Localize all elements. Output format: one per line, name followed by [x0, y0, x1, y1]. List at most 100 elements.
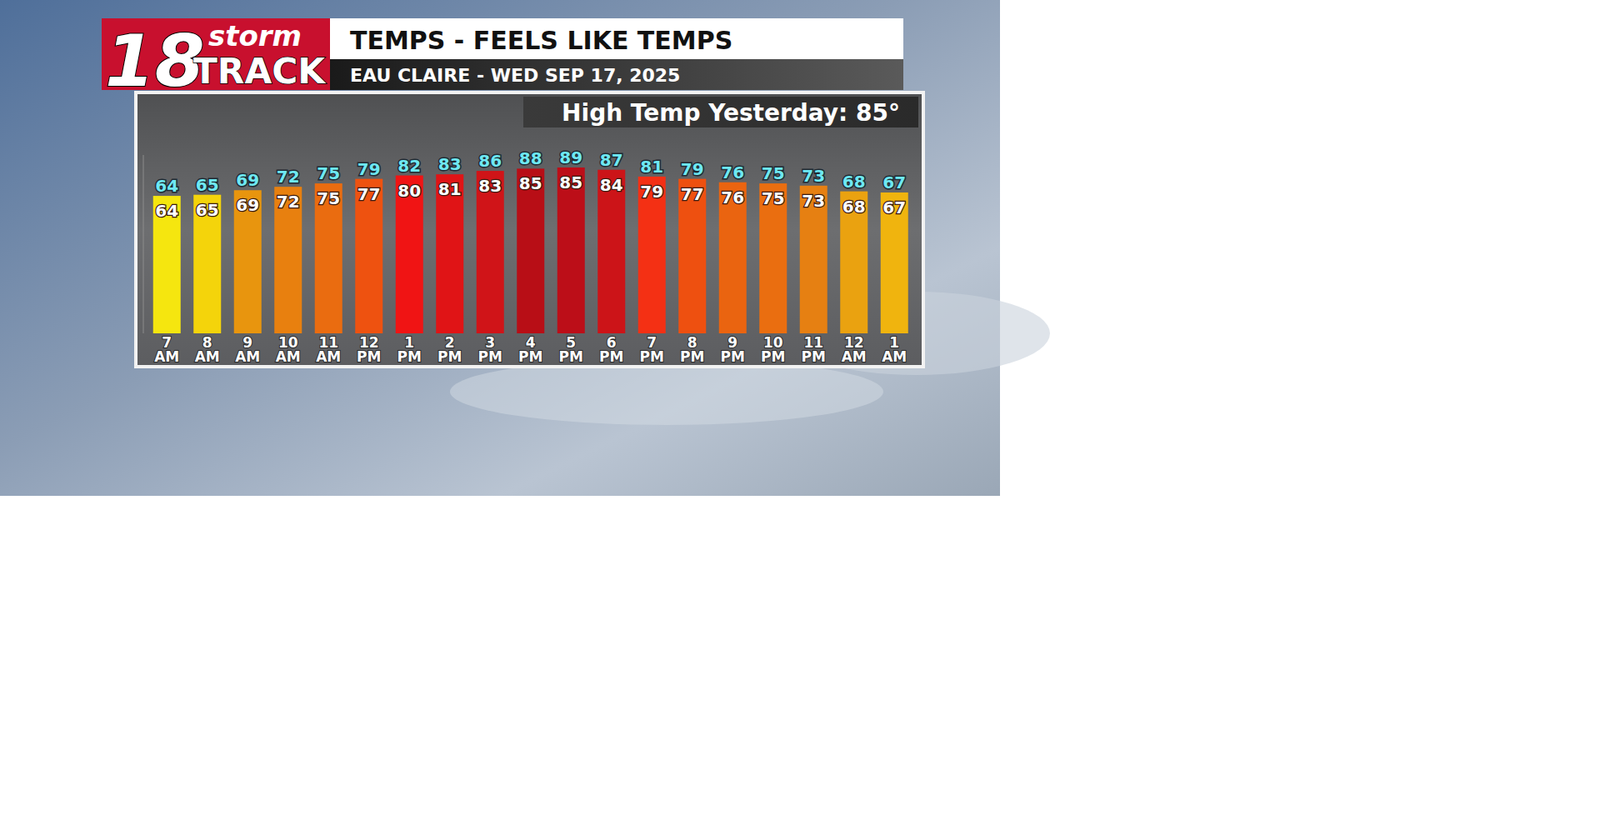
x-tick-line: PM — [518, 348, 543, 365]
x-tick-line: PM — [720, 348, 745, 365]
x-tick-label: 7PM — [640, 334, 665, 365]
logo-number: 18 — [105, 19, 205, 103]
x-tick-label: 7AM — [154, 334, 180, 365]
x-tick-label: 1AM — [881, 334, 907, 365]
x-tick-label: 1PM — [397, 334, 422, 365]
temp-label: 77 — [680, 184, 705, 205]
bar — [880, 192, 909, 334]
temp-label: 68 — [842, 196, 866, 217]
x-tick-label: 12PM — [356, 334, 381, 365]
feels-like-label: 82 — [397, 155, 421, 176]
x-tick-line: PM — [680, 348, 705, 365]
feels-like-label: 83 — [438, 154, 462, 175]
bar — [355, 179, 383, 334]
temp-label: 77 — [357, 184, 381, 205]
subtitle: EAU CLAIRE - WED SEP 17, 2025 — [350, 65, 680, 86]
temp-label: 69 — [235, 195, 260, 215]
bar — [435, 174, 464, 334]
temp-label: 67 — [882, 197, 906, 218]
bar — [638, 176, 666, 334]
temp-label: 81 — [438, 179, 462, 200]
temp-label: 64 — [155, 200, 179, 221]
x-tick-line: PM — [760, 348, 785, 365]
annotation-box — [523, 96, 919, 128]
x-tick-label: 11PM — [801, 334, 826, 365]
x-tick-line: AM — [195, 348, 220, 365]
x-tick-label: 10AM — [275, 334, 301, 365]
feels-like-label: 64 — [155, 175, 179, 196]
bar — [274, 186, 302, 334]
x-tick-line: AM — [275, 348, 301, 365]
temp-label: 73 — [801, 190, 825, 211]
bar — [516, 168, 545, 334]
subtitle-bar — [330, 59, 904, 90]
bars — [153, 167, 909, 334]
temp-label: 85 — [559, 172, 583, 193]
feels-like-label: 86 — [478, 150, 502, 171]
x-tick-label: 10PM — [760, 334, 785, 365]
x-tick-line: PM — [801, 348, 826, 365]
feels-like-label: 73 — [801, 165, 825, 186]
panel — [135, 92, 924, 367]
feels-like-label: 65 — [195, 175, 220, 195]
feels-like-label: 79 — [357, 159, 381, 180]
x-tick-line: AM — [154, 348, 180, 365]
temp-label: 76 — [720, 187, 745, 208]
background — [0, 0, 1000, 496]
temp-label: 83 — [478, 175, 502, 196]
temp-label: 79 — [640, 181, 664, 202]
feels-like-label: 75 — [316, 163, 340, 184]
logo-top: storm — [208, 19, 302, 53]
feels-like-label: 88 — [519, 148, 543, 169]
x-tick-line: PM — [559, 348, 584, 365]
x-tick-line: AM — [881, 348, 907, 365]
x-tick-label: 11AM — [315, 334, 341, 365]
x-tick-label: 6PM — [599, 334, 624, 365]
annotation: High Temp Yesterday: 85° — [561, 99, 900, 127]
y-axis-line — [143, 155, 145, 334]
temp-label: 75 — [316, 188, 340, 209]
x-tick-label: 8PM — [680, 334, 705, 365]
feels-like-label: 89 — [559, 147, 583, 168]
feels-like-label: 79 — [680, 159, 705, 180]
feels-like-label: 67 — [882, 172, 906, 193]
bar — [759, 183, 787, 334]
bar — [315, 183, 343, 334]
x-tick-label: 9AM — [235, 334, 260, 365]
bar — [153, 195, 181, 334]
x-tick-line: AM — [315, 348, 341, 365]
feels-like-label: 81 — [640, 156, 664, 177]
temp-label: 85 — [519, 173, 543, 194]
bar — [395, 175, 424, 334]
feels-like-label: 68 — [842, 171, 866, 192]
labels: 64 65 69 72 75 79 82 83 86 88 89 87 81 79 76 75 73 68 67 64… — [154, 147, 907, 365]
bar — [597, 170, 625, 334]
bar — [719, 182, 747, 334]
temp-label: 72 — [276, 191, 300, 212]
feels-like-label: 69 — [235, 170, 260, 190]
x-tick-label: 9PM — [720, 334, 745, 365]
feels-like-label: 76 — [720, 162, 745, 183]
chart: 18stormTRACKTEMPS - FEELS LIKE TEMPSEAU … — [0, 0, 1600, 840]
feels-like-label: 75 — [761, 163, 785, 184]
bar — [557, 167, 585, 334]
x-tick-line: PM — [640, 348, 665, 365]
logo-bottom: TRACK — [193, 50, 326, 92]
feels-like-label: 72 — [276, 166, 300, 187]
temp-label: 84 — [600, 175, 624, 195]
x-tick-line: PM — [397, 348, 422, 365]
x-tick-line: PM — [356, 348, 381, 365]
bar — [193, 195, 221, 334]
feels-like-label: 87 — [600, 150, 624, 170]
bar — [840, 191, 868, 334]
x-tick-line: AM — [235, 348, 260, 365]
temp-label: 65 — [195, 200, 220, 220]
x-tick-line: PM — [599, 348, 624, 365]
x-tick-line: PM — [478, 348, 503, 365]
x-tick-line: PM — [437, 348, 462, 365]
x-tick-label: 8AM — [195, 334, 220, 365]
bar — [800, 185, 828, 334]
bar — [678, 179, 706, 334]
temp-label: 75 — [761, 188, 785, 209]
x-tick-label: 3PM — [478, 334, 503, 365]
